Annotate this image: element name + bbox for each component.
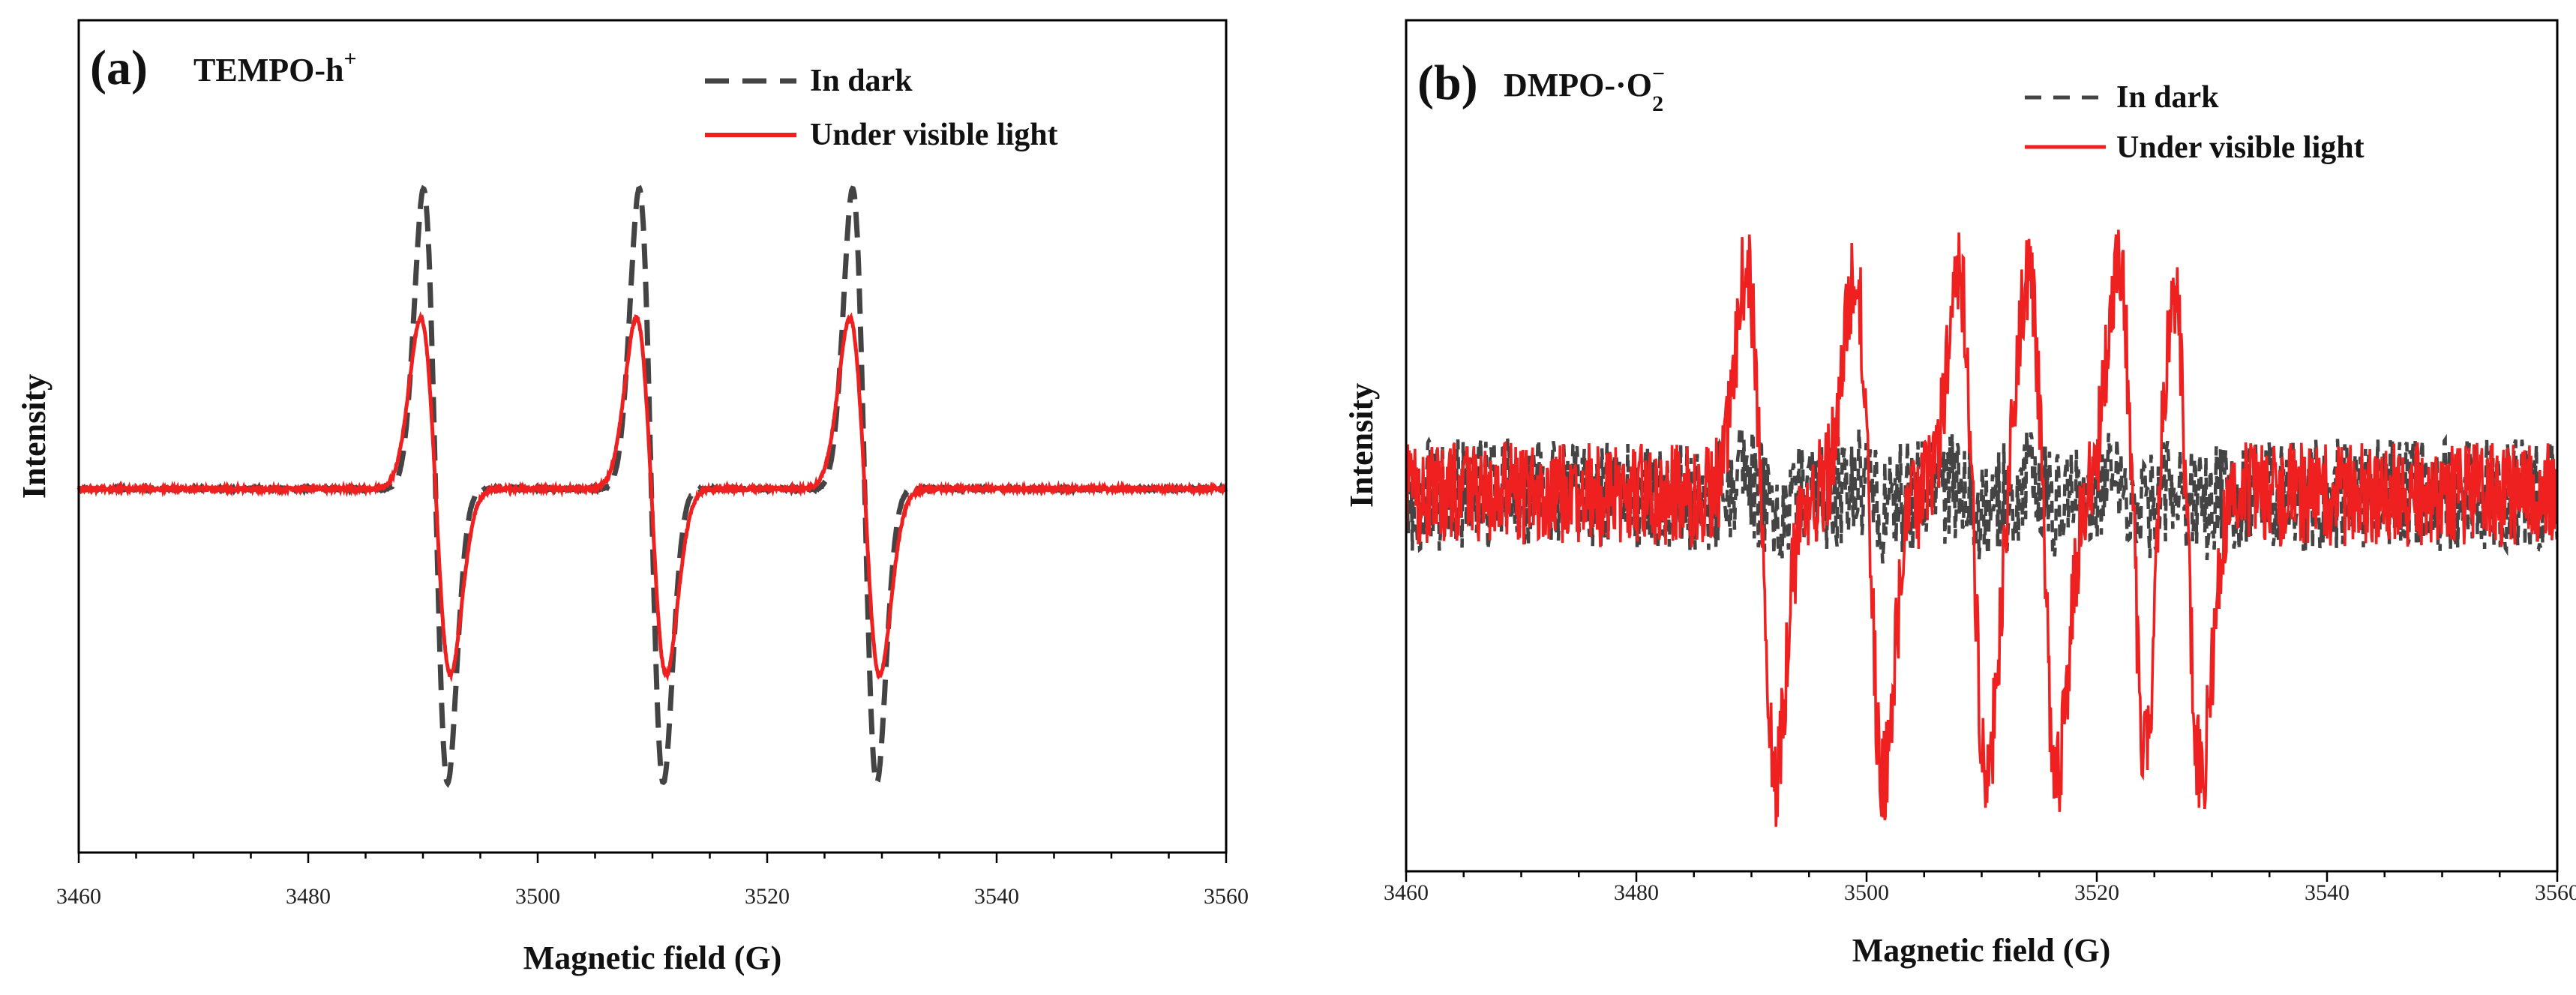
panel-a-series-light bbox=[76, 310, 1228, 683]
panel-a-x-tick-labels: 3460 3480 3500 3520 3540 3560 bbox=[56, 884, 1249, 909]
x-tick-label: 3540 bbox=[2305, 880, 2350, 905]
panel-b-x-tick-labels: 3460 3480 3500 3520 3540 3560 bbox=[1384, 880, 2576, 905]
panel-b-x-axis-label: Magnetic field (G) bbox=[1852, 932, 2111, 969]
x-tick-label: 3560 bbox=[1204, 884, 1249, 909]
panel-a-legend-label-light: Under visible light bbox=[810, 118, 1058, 152]
panel-a: 3460 3480 3500 3520 3540 3560 (a) TEMPO-h+ In… bbox=[16, 19, 1249, 976]
panel-b-label: (b) bbox=[1417, 55, 1478, 110]
x-tick-label: 3520 bbox=[745, 884, 790, 909]
panel-a-y-axis-label: Intensity bbox=[16, 374, 52, 499]
panel-b-x-ticks bbox=[1405, 871, 2559, 882]
panel-b-legend-label-light: Under visible light bbox=[2116, 130, 2365, 165]
panel-b-line-under-visible-light bbox=[1406, 229, 2557, 827]
x-tick-label: 3500 bbox=[1844, 880, 1889, 905]
panel-b-legend-label-dark: In dark bbox=[2116, 80, 2219, 115]
panel-a-line-under-visible-light bbox=[76, 310, 1228, 683]
panel-a-title: TEMPO-h+ bbox=[193, 46, 357, 88]
x-tick-label: 3460 bbox=[56, 884, 101, 909]
panel-a-legend-label-dark: In dark bbox=[810, 64, 913, 98]
x-tick-label: 3500 bbox=[515, 884, 560, 909]
panel-b-series bbox=[1406, 229, 2557, 827]
x-tick-label: 3520 bbox=[2074, 880, 2119, 905]
panel-a-x-axis-label: Magnetic field (G) bbox=[523, 940, 782, 976]
x-tick-label: 3480 bbox=[1614, 880, 1659, 905]
panel-b-legend: In dark Under visible light bbox=[2025, 80, 2365, 165]
x-tick-label: 3480 bbox=[286, 884, 331, 909]
x-tick-label: 3460 bbox=[1384, 880, 1429, 905]
panel-b-title: DMPO-·O− 2 bbox=[1504, 61, 1665, 116]
panel-b-line-in-dark bbox=[1406, 428, 2557, 564]
panel-a-legend: In dark Under visible light bbox=[705, 64, 1058, 152]
x-tick-label: 3540 bbox=[974, 884, 1019, 909]
panel-b: 3460 3480 3500 3520 3540 3560 (b) DMPO-·O− 2 I… bbox=[1343, 19, 2576, 969]
panel-a-label: (a) bbox=[90, 40, 148, 95]
panel-a-x-ticks bbox=[77, 853, 1228, 863]
x-tick-label: 3560 bbox=[2535, 880, 2576, 905]
panel-b-y-axis-label: Intensity bbox=[1343, 383, 1380, 508]
